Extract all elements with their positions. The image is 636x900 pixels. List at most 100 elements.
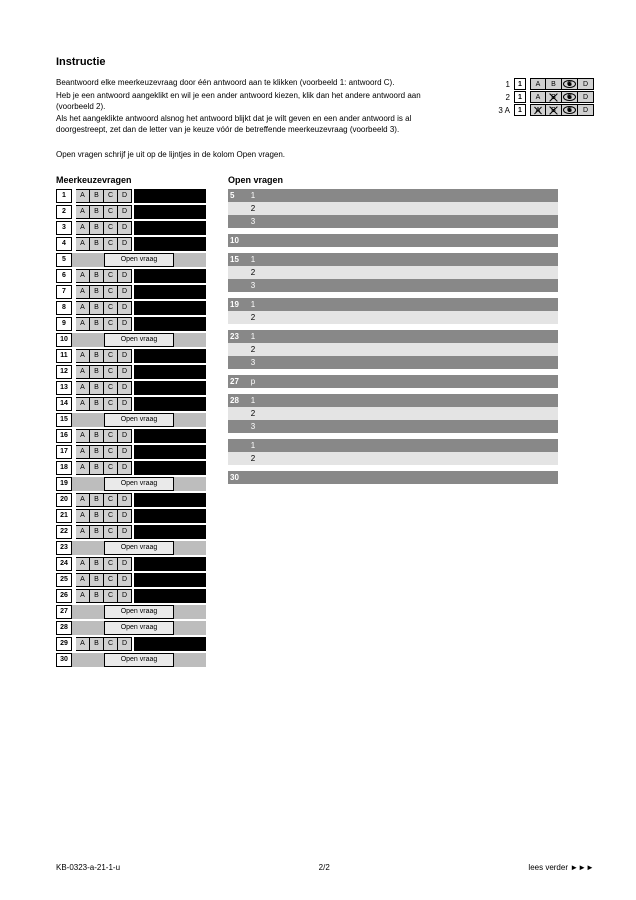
- mc-option[interactable]: C: [104, 237, 118, 251]
- open-answer-line[interactable]: 2: [228, 452, 558, 465]
- mc-option[interactable]: B: [90, 637, 104, 651]
- mc-option[interactable]: B: [90, 493, 104, 507]
- mc-option[interactable]: D: [118, 445, 132, 459]
- mc-option[interactable]: C: [104, 397, 118, 411]
- mc-option[interactable]: A: [76, 573, 90, 587]
- mc-option[interactable]: C: [104, 493, 118, 507]
- mc-option[interactable]: A: [76, 365, 90, 379]
- mc-option[interactable]: B: [90, 317, 104, 331]
- mc-option[interactable]: B: [90, 589, 104, 603]
- mc-option[interactable]: D: [118, 269, 132, 283]
- mc-option[interactable]: B: [90, 461, 104, 475]
- open-answer-line[interactable]: 30: [228, 471, 558, 484]
- mc-option[interactable]: D: [118, 493, 132, 507]
- mc-option[interactable]: D: [118, 237, 132, 251]
- mc-option[interactable]: C: [104, 589, 118, 603]
- mc-option[interactable]: C: [104, 189, 118, 203]
- mc-option[interactable]: D: [118, 285, 132, 299]
- mc-option[interactable]: B: [90, 205, 104, 219]
- mc-option[interactable]: A: [76, 637, 90, 651]
- mc-option[interactable]: A: [76, 285, 90, 299]
- mc-option[interactable]: B: [90, 381, 104, 395]
- mc-option[interactable]: C: [104, 637, 118, 651]
- mc-option[interactable]: A: [76, 397, 90, 411]
- open-answer-line[interactable]: 3: [228, 356, 558, 369]
- open-answer-line[interactable]: 27p: [228, 375, 558, 388]
- mc-option[interactable]: B: [90, 573, 104, 587]
- mc-option[interactable]: C: [104, 285, 118, 299]
- open-answer-line[interactable]: 2: [228, 266, 558, 279]
- mc-option[interactable]: C: [104, 509, 118, 523]
- mc-option[interactable]: C: [104, 317, 118, 331]
- open-answer-line[interactable]: 2: [228, 311, 558, 324]
- mc-option[interactable]: C: [104, 301, 118, 315]
- mc-option[interactable]: C: [104, 445, 118, 459]
- mc-option[interactable]: A: [76, 461, 90, 475]
- mc-option[interactable]: D: [118, 573, 132, 587]
- mc-option[interactable]: D: [118, 301, 132, 315]
- mc-option[interactable]: A: [76, 589, 90, 603]
- open-answer-line[interactable]: 10: [228, 234, 558, 247]
- mc-option[interactable]: B: [90, 365, 104, 379]
- mc-option[interactable]: B: [90, 397, 104, 411]
- mc-option[interactable]: D: [118, 461, 132, 475]
- mc-option[interactable]: D: [118, 429, 132, 443]
- mc-option[interactable]: A: [76, 205, 90, 219]
- mc-option[interactable]: B: [90, 301, 104, 315]
- mc-option[interactable]: D: [118, 637, 132, 651]
- mc-option[interactable]: A: [76, 429, 90, 443]
- mc-option[interactable]: C: [104, 269, 118, 283]
- mc-option[interactable]: A: [76, 237, 90, 251]
- open-answer-line[interactable]: 151: [228, 253, 558, 266]
- mc-option[interactable]: A: [76, 301, 90, 315]
- mc-option[interactable]: D: [118, 557, 132, 571]
- open-answer-line[interactable]: 231: [228, 330, 558, 343]
- mc-option[interactable]: C: [104, 429, 118, 443]
- mc-option[interactable]: D: [118, 381, 132, 395]
- mc-option[interactable]: B: [90, 445, 104, 459]
- mc-option[interactable]: B: [90, 557, 104, 571]
- mc-option[interactable]: A: [76, 189, 90, 203]
- mc-option[interactable]: C: [104, 349, 118, 363]
- mc-option[interactable]: C: [104, 573, 118, 587]
- mc-option[interactable]: D: [118, 205, 132, 219]
- mc-option[interactable]: B: [90, 269, 104, 283]
- mc-option[interactable]: C: [104, 461, 118, 475]
- mc-option[interactable]: D: [118, 509, 132, 523]
- mc-option[interactable]: C: [104, 205, 118, 219]
- mc-option[interactable]: A: [76, 381, 90, 395]
- open-answer-line[interactable]: 2: [228, 202, 558, 215]
- open-answer-line[interactable]: 2: [228, 343, 558, 356]
- mc-option[interactable]: B: [90, 237, 104, 251]
- mc-option[interactable]: A: [76, 509, 90, 523]
- mc-option[interactable]: C: [104, 221, 118, 235]
- mc-option[interactable]: D: [118, 317, 132, 331]
- mc-option[interactable]: B: [90, 349, 104, 363]
- mc-option[interactable]: D: [118, 221, 132, 235]
- mc-option[interactable]: C: [104, 381, 118, 395]
- open-answer-line[interactable]: 2: [228, 407, 558, 420]
- mc-option[interactable]: B: [90, 221, 104, 235]
- mc-option[interactable]: B: [90, 285, 104, 299]
- mc-option[interactable]: A: [76, 269, 90, 283]
- mc-option[interactable]: A: [76, 221, 90, 235]
- open-answer-line[interactable]: 3: [228, 420, 558, 433]
- mc-option[interactable]: A: [76, 317, 90, 331]
- mc-option[interactable]: C: [104, 557, 118, 571]
- mc-option[interactable]: B: [90, 525, 104, 539]
- mc-option[interactable]: D: [118, 349, 132, 363]
- mc-option[interactable]: D: [118, 589, 132, 603]
- mc-option[interactable]: A: [76, 349, 90, 363]
- mc-option[interactable]: C: [104, 525, 118, 539]
- mc-option[interactable]: B: [90, 509, 104, 523]
- mc-option[interactable]: A: [76, 445, 90, 459]
- mc-option[interactable]: D: [118, 189, 132, 203]
- open-answer-line[interactable]: 3: [228, 215, 558, 228]
- mc-option[interactable]: A: [76, 493, 90, 507]
- mc-option[interactable]: B: [90, 429, 104, 443]
- mc-option[interactable]: B: [90, 189, 104, 203]
- open-answer-line[interactable]: 191: [228, 298, 558, 311]
- mc-option[interactable]: A: [76, 525, 90, 539]
- mc-option[interactable]: D: [118, 525, 132, 539]
- open-answer-line[interactable]: 51: [228, 189, 558, 202]
